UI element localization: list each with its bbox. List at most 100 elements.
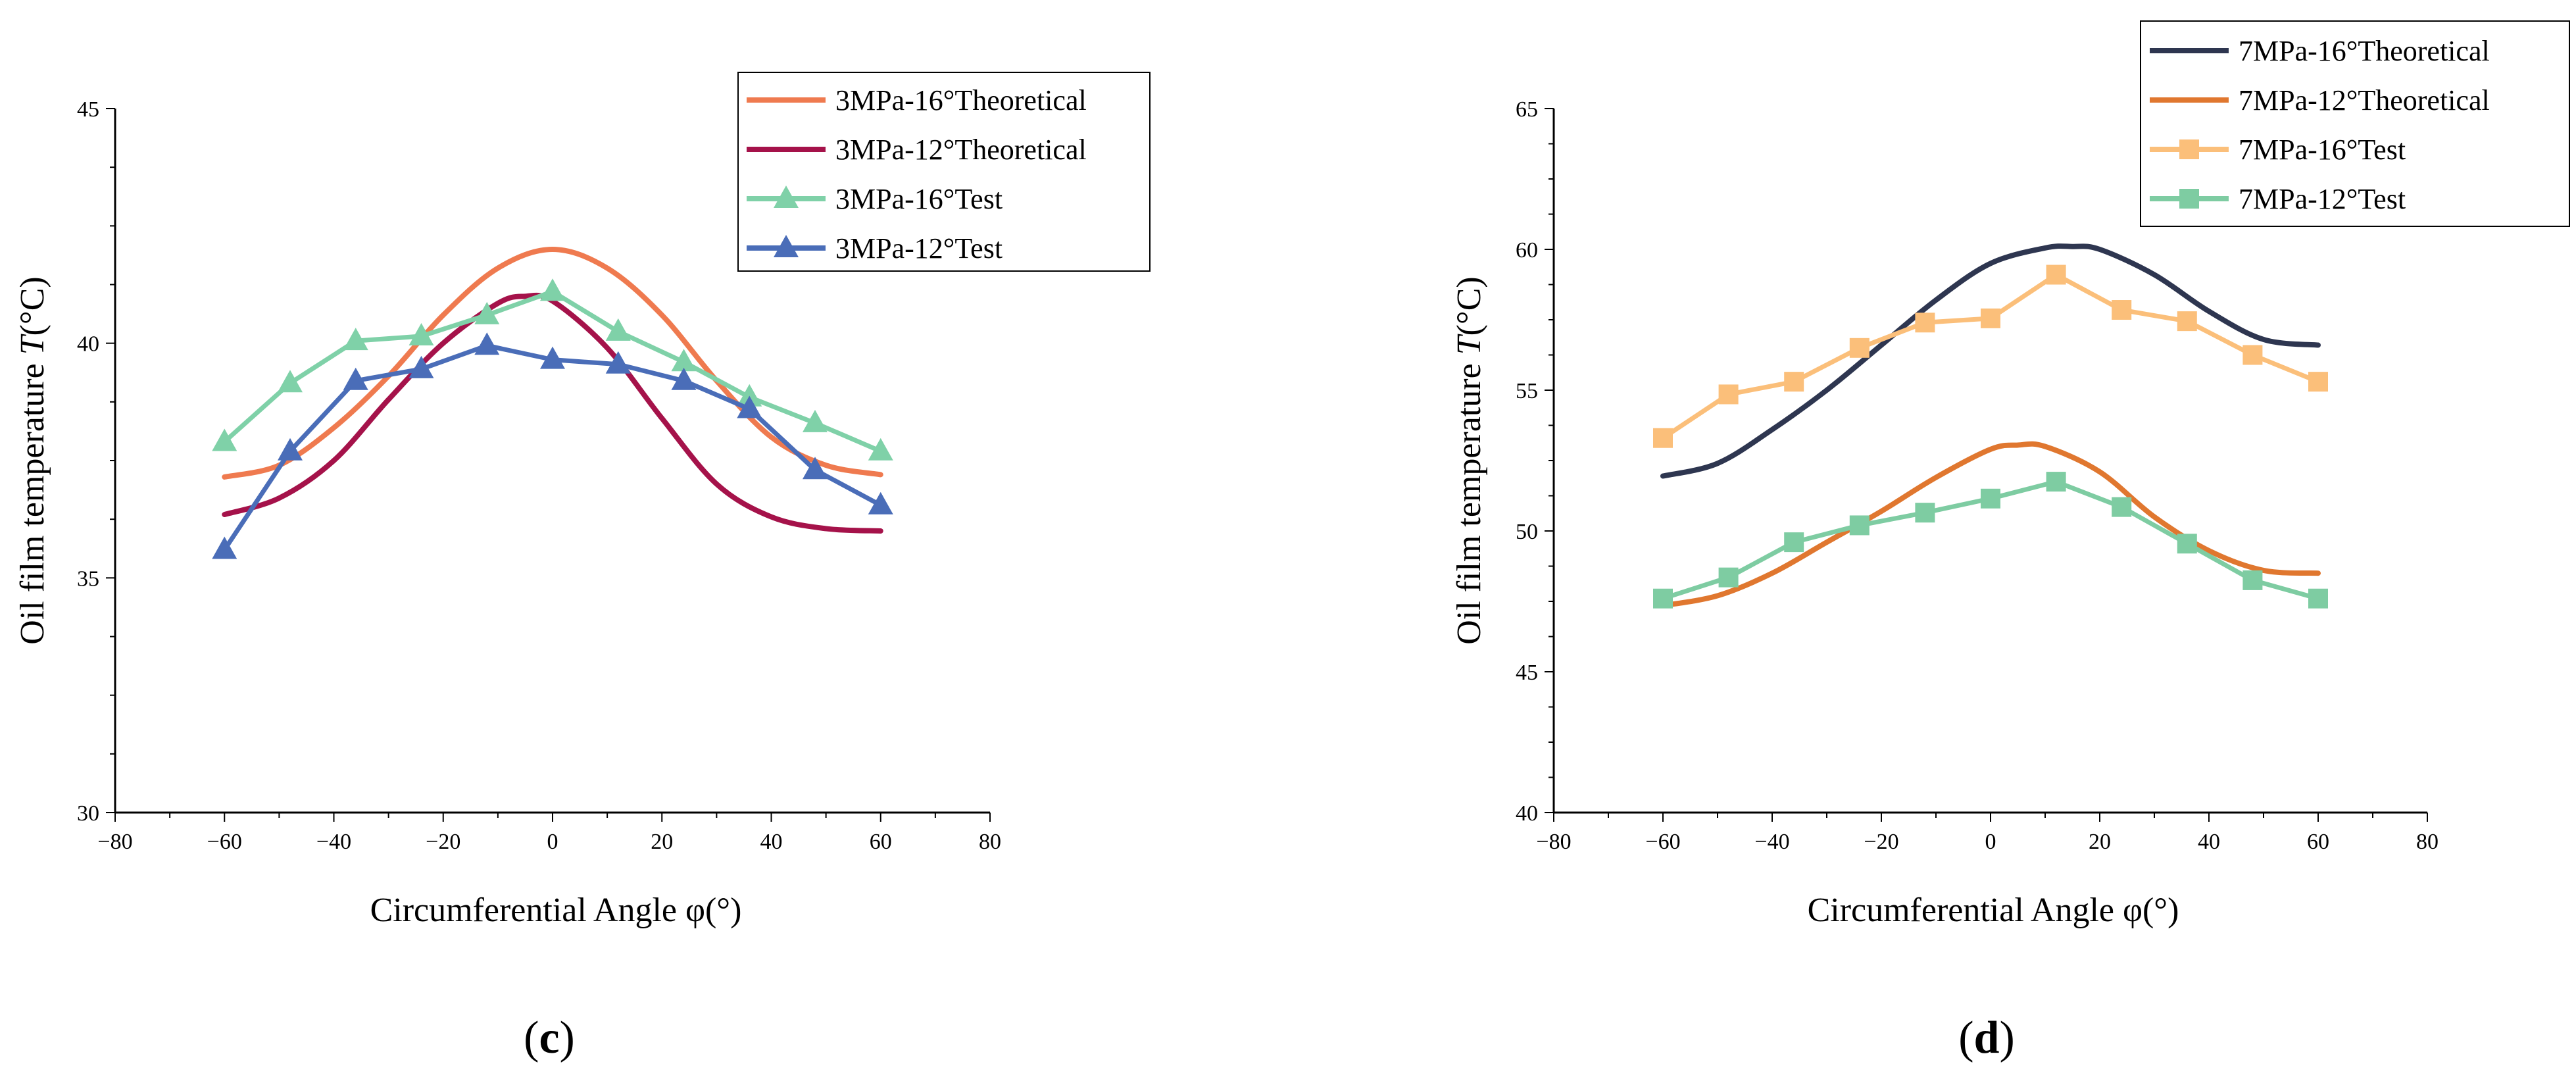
chart-c-x-tick-label: 40 xyxy=(760,830,783,854)
chart-c-series-2-point xyxy=(868,438,893,461)
chart-c-x-tick-label: 20 xyxy=(651,830,673,854)
chart-d-legend-item-0: 7MPa-16°Theoretical xyxy=(2150,35,2490,67)
chart-c-series-3-point xyxy=(605,351,631,374)
chart-c-legend-marker-3 xyxy=(774,235,799,257)
chart-d-series-3 xyxy=(1653,472,2328,609)
chart-d-series-3-point xyxy=(1653,588,1673,609)
chart-c-series-2 xyxy=(212,278,893,461)
chart-c-series-2-point xyxy=(474,301,500,324)
chart-c-x-tick-label: 80 xyxy=(979,830,1001,854)
chart-c-series-3-point xyxy=(737,395,762,418)
chart-c-legend-item-1: 3MPa-12°Theoretical xyxy=(747,134,1087,166)
chart-d-legend-box xyxy=(2140,20,2570,227)
chart-c-series xyxy=(212,247,893,559)
chart-c-series-2-point xyxy=(278,370,303,393)
chart-d-y-tick-label: 50 xyxy=(1516,520,1538,544)
chart-d-series-3-point xyxy=(1718,567,1739,588)
chart-c-series-0 xyxy=(222,247,883,480)
chart-d-legend-label-0: 7MPa-16°Theoretical xyxy=(2239,35,2490,67)
chart-c-series-2-point xyxy=(671,349,697,372)
chart-c-legend-box xyxy=(737,72,1151,272)
chart-d-y-tick-label: 55 xyxy=(1516,379,1538,403)
chart-panel-d: −80 −60 −40 −20 0 20 40 60 80 40 45 50 55 60 65 Circum… xyxy=(1450,20,2570,1063)
panel-label-c: (c) xyxy=(524,1013,575,1063)
chart-d-series-3-point xyxy=(2112,497,2132,517)
chart-d-x-tick-label: 20 xyxy=(2089,830,2111,854)
chart-d-legend-item-1: 7MPa-12°Theoretical xyxy=(2150,84,2490,116)
chart-d-series-2-point xyxy=(1784,372,1804,392)
chart-c-legend: 3MPa-16°Theoretical 3MPa-12°Theoretical 3M… xyxy=(737,72,1151,272)
chart-c-series-0-line xyxy=(222,247,883,480)
chart-c-x-tick-label: −80 xyxy=(97,830,132,854)
chart-d-series-2-point xyxy=(1653,428,1673,448)
chart-c-y-tick-label: 30 xyxy=(77,801,99,826)
chart-c-series-2-point xyxy=(212,428,237,451)
chart-c-series-3-point xyxy=(671,367,697,390)
chart-d-series-2-point xyxy=(1981,308,2000,328)
chart-d-legend-item-2: 7MPa-16°Test xyxy=(2150,134,2406,166)
chart-d-series-3-point xyxy=(1849,515,1870,536)
chart-d-legend: 7MPa-16°Theoretical 7MPa-12°Theoretical 7M… xyxy=(2140,20,2570,227)
chart-c-series-2-point xyxy=(409,322,434,345)
chart-c-x-tick-label: −40 xyxy=(316,830,351,854)
chart-d-series-2-point xyxy=(1718,384,1739,405)
chart-d-ticks: −80 −60 −40 −20 0 20 40 60 80 40 45 50 55 60 65 xyxy=(1516,97,2439,854)
chart-d-series-2 xyxy=(1653,264,2328,448)
chart-c-series-2-line xyxy=(222,289,883,454)
chart-d-series-2-point xyxy=(2308,372,2328,392)
chart-d-x-axis-label: Circumferential Angle φ(°) xyxy=(1808,892,2179,929)
chart-d-x-tick-label: 40 xyxy=(2198,830,2220,854)
chart-c-x-axis-label: Circumferential Angle φ(°) xyxy=(370,892,742,929)
chart-d-series-2-point xyxy=(1849,338,1870,358)
chart-d-legend-item-3: 7MPa-12°Test xyxy=(2150,183,2406,215)
panel-label-d: (d) xyxy=(1958,1013,2015,1063)
chart-d-y-tick-label: 40 xyxy=(1516,801,1538,826)
chart-c-legend-label-1: 3MPa-12°Theoretical xyxy=(835,134,1087,166)
chart-d-y-tick-label: 65 xyxy=(1516,97,1538,122)
chart-d-series xyxy=(1653,243,2328,609)
chart-d-series-2-point xyxy=(2242,345,2263,365)
chart-c-series-3-point xyxy=(540,346,565,369)
chart-c-y-tick-label: 40 xyxy=(77,332,99,357)
chart-c-series-2-point xyxy=(540,278,565,301)
chart-c-x-tick-label: −60 xyxy=(207,830,242,854)
chart-d-x-tick-label: −80 xyxy=(1536,830,1571,854)
chart-c-series-2-point xyxy=(343,328,368,351)
chart-d-series-3-point xyxy=(2177,534,2197,554)
chart-c-x-tick-label: −20 xyxy=(426,830,460,854)
chart-d-y-tick-label: 45 xyxy=(1516,661,1538,685)
chart-d-series-1-line xyxy=(1660,441,2321,609)
chart-c-series-3-point xyxy=(343,367,368,390)
chart-d-series-0 xyxy=(1660,243,2321,479)
chart-c-series-3 xyxy=(212,332,893,559)
chart-c-series-3-point xyxy=(409,355,434,378)
chart-d-series-3-point xyxy=(2046,472,2066,492)
chart-d-series-2-point xyxy=(2112,300,2132,320)
chart-d-series-0-line xyxy=(1660,243,2321,479)
chart-d-legend-label-2: 7MPa-16°Test xyxy=(2239,134,2406,166)
chart-d-y-axis-label: Oil film temperature T(°C) xyxy=(1450,276,1488,644)
chart-c-series-3-point xyxy=(868,491,893,515)
chart-d-series-3-point xyxy=(2308,588,2328,609)
chart-c-series-2-point xyxy=(803,409,828,432)
chart-d-x-tick-label: 0 xyxy=(1985,830,1996,854)
chart-c-series-3-point xyxy=(474,332,500,355)
chart-d-series-2-point xyxy=(1915,313,1935,333)
chart-d-legend-label-1: 7MPa-12°Theoretical xyxy=(2239,84,2490,116)
chart-d-x-tick-label: 60 xyxy=(2307,830,2329,854)
chart-c-y-tick-label: 45 xyxy=(77,97,99,122)
chart-c-legend-marker-2 xyxy=(774,186,799,208)
chart-d-series-3-point xyxy=(1915,503,1935,523)
chart-c-legend-label-2: 3MPa-16°Test xyxy=(835,183,1003,215)
chart-d-series-3-point xyxy=(2242,570,2263,590)
chart-c-y-tick-label: 35 xyxy=(77,566,99,591)
chart-d-x-tick-label: −60 xyxy=(1645,830,1680,854)
chart-c-legend-label-0: 3MPa-16°Theoretical xyxy=(835,84,1087,116)
chart-d-series-1 xyxy=(1660,441,2321,609)
chart-c-series-2-point xyxy=(737,384,762,407)
chart-d-legend-marker-3 xyxy=(2179,189,2199,209)
chart-d-x-tick-label: 80 xyxy=(2416,830,2439,854)
chart-d-series-2-point xyxy=(2046,264,2066,285)
chart-c-series-3-point xyxy=(212,536,237,559)
